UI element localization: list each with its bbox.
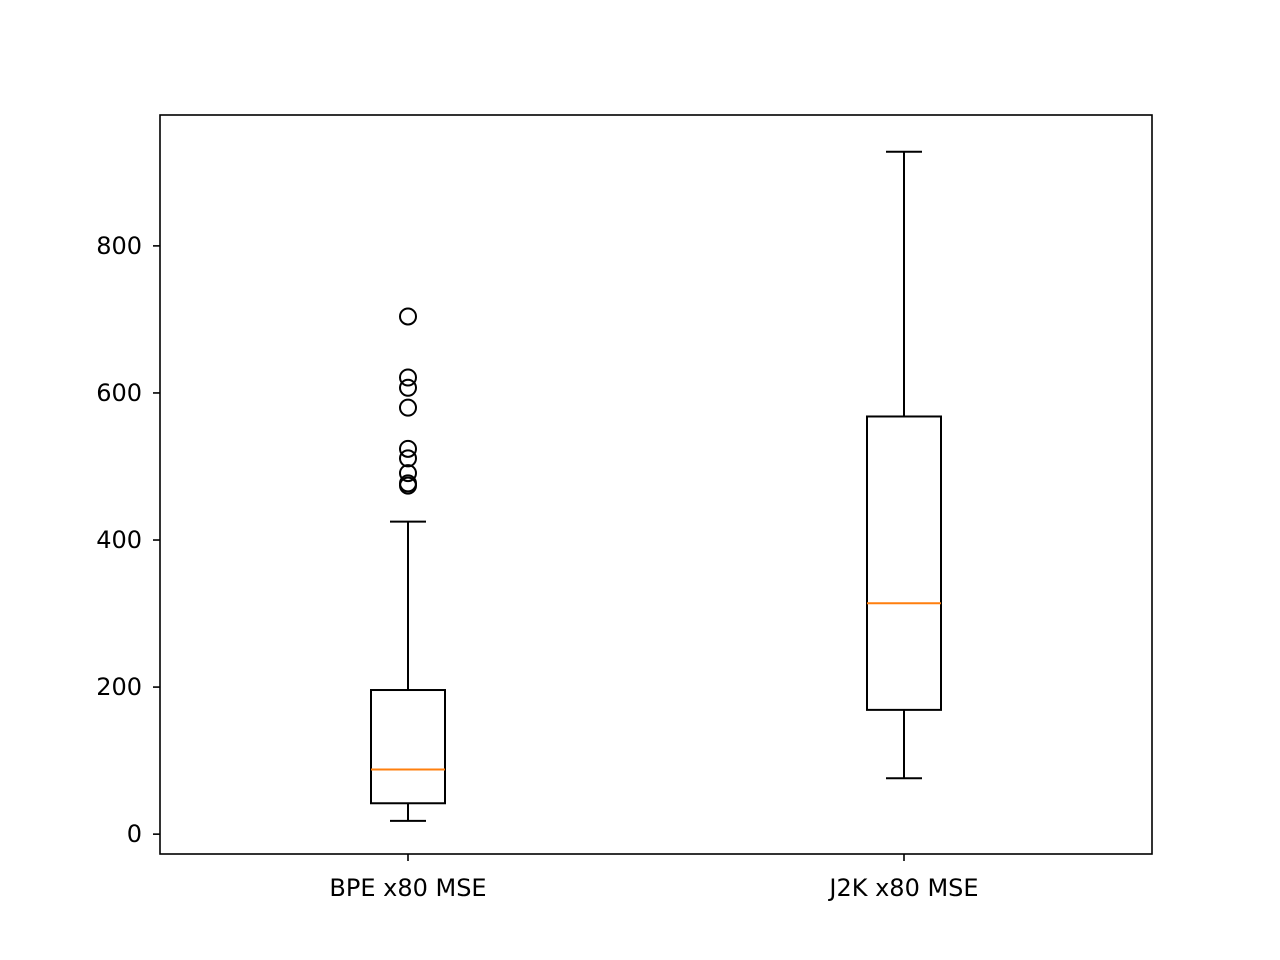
outlier-point [399,474,417,493]
outlier-point [399,307,417,326]
x-axis: BPE x80 MSE J2K x80 MSE [329,854,979,902]
x-tick-label: BPE x80 MSE [329,874,486,902]
chart-marks [370,150,942,822]
outlier-point [399,464,417,483]
y-tick-label: 0 [127,820,142,848]
outlier-point [399,398,417,417]
y-tick-label: 400 [96,526,142,554]
y-axis: 0 200 400 600 800 [96,232,160,848]
y-tick-label: 200 [96,673,142,701]
outlier-point [399,378,417,397]
outlier-point [399,449,417,468]
outlier-point [399,368,417,387]
x-tick-label: J2K x80 MSE [827,874,978,902]
box-group [866,150,942,780]
plot-frame [159,114,1153,855]
y-tick-label: 800 [96,232,142,260]
outlier-point [399,439,417,458]
box-iqr [866,415,942,711]
box-group [370,307,446,822]
box-iqr [370,689,446,805]
y-tick-label: 600 [96,379,142,407]
plot-area [160,115,1152,854]
